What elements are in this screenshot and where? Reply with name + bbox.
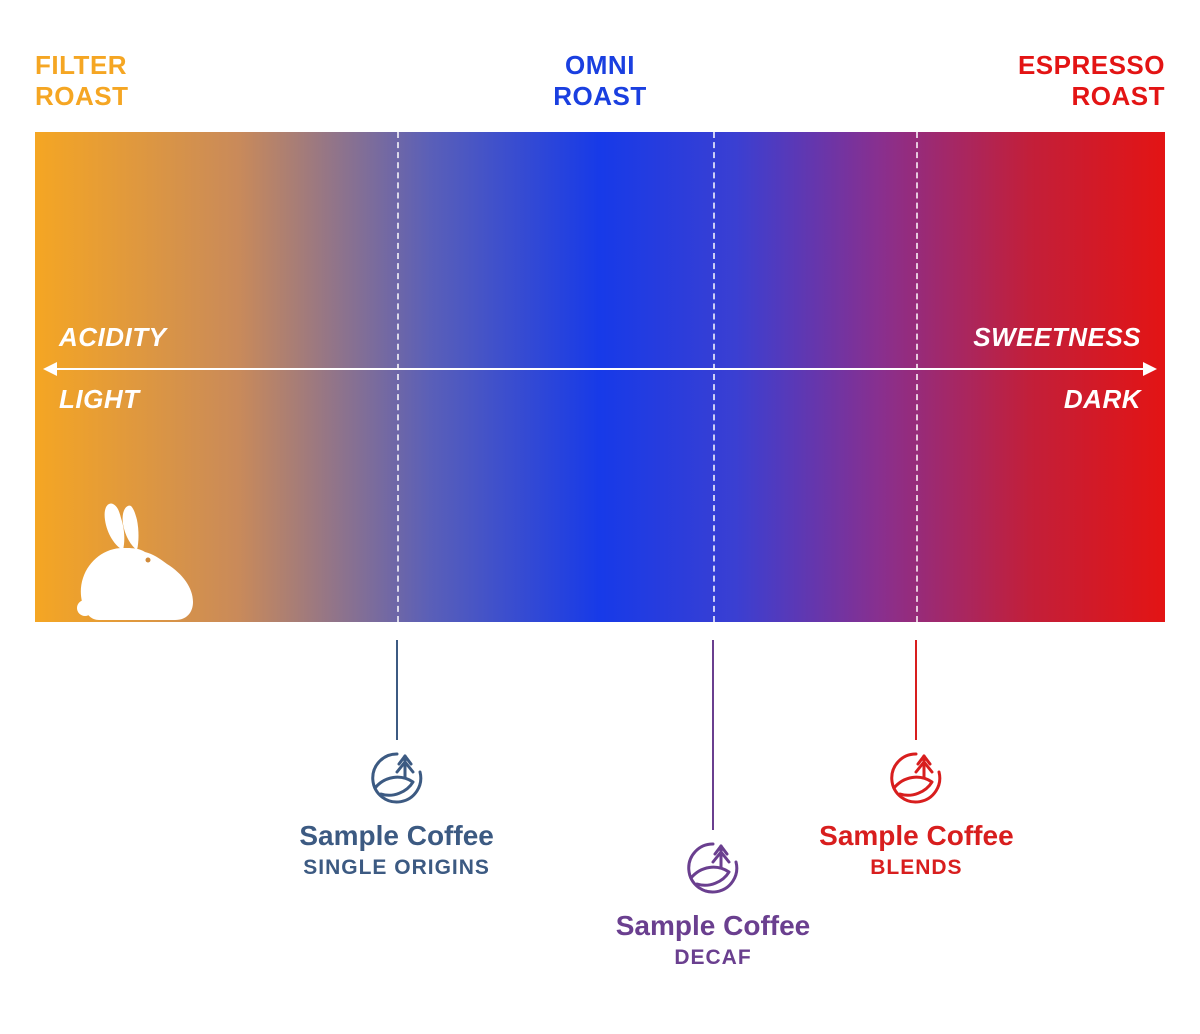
- omni-roast-line2: ROAST: [553, 81, 647, 112]
- espresso-roast-label: ESPRESSO ROAST: [1018, 50, 1165, 112]
- omni-roast-line1: OMNI: [553, 50, 647, 81]
- axis-light: LIGHT: [59, 384, 140, 415]
- callout-brand: Sample Coffee: [257, 820, 537, 852]
- axis-sweetness: SWEETNESS: [973, 322, 1141, 353]
- coffee-leaf-icon: [683, 838, 743, 898]
- dash-line: [916, 132, 918, 622]
- filter-roast-line1: FILTER: [35, 50, 129, 81]
- callout-single-origins: Sample Coffee SINGLE ORIGINS: [257, 640, 537, 880]
- filter-roast-label: FILTER ROAST: [35, 50, 129, 112]
- axis-row-top: ACIDITY SWEETNESS: [59, 322, 1141, 353]
- callout-type: SINGLE ORIGINS: [257, 856, 537, 880]
- coffee-leaf-icon: [886, 748, 946, 808]
- axis-row-bottom: LIGHT DARK: [59, 384, 1141, 415]
- dash-line: [713, 132, 715, 622]
- dash-line: [397, 132, 399, 622]
- axis-arrow: [45, 368, 1155, 370]
- callouts-region: Sample CoffeeSINGLE ORIGINSSample Coffee…: [35, 640, 1165, 1020]
- callout-blends: Sample Coffee BLENDS: [776, 640, 1056, 880]
- rabbit-icon: [75, 502, 205, 622]
- omni-roast-label: OMNI ROAST: [553, 50, 647, 112]
- callout-type: DECAF: [573, 946, 853, 970]
- axis-labels-bottom: LIGHT DARK: [59, 384, 1141, 415]
- espresso-roast-line2: ROAST: [1018, 81, 1165, 112]
- axis-dark: DARK: [1064, 384, 1141, 415]
- axis-acidity: ACIDITY: [59, 322, 167, 353]
- axis-labels: ACIDITY SWEETNESS: [59, 322, 1141, 353]
- header-labels: FILTER ROAST OMNI ROAST ESPRESSO ROAST: [35, 50, 1165, 112]
- callout-content: Sample Coffee SINGLE ORIGINS: [257, 640, 537, 880]
- coffee-leaf-icon: [367, 748, 427, 808]
- callout-brand: Sample Coffee: [776, 820, 1056, 852]
- spectrum-bar: ACIDITY SWEETNESS LIGHT DARK: [35, 132, 1165, 622]
- espresso-roast-line1: ESPRESSO: [1018, 50, 1165, 81]
- filter-roast-line2: ROAST: [35, 81, 129, 112]
- callout-brand: Sample Coffee: [573, 910, 853, 942]
- callout-content: Sample Coffee BLENDS: [776, 640, 1056, 880]
- callout-type: BLENDS: [776, 856, 1056, 880]
- roast-spectrum-diagram: FILTER ROAST OMNI ROAST ESPRESSO ROAST A…: [0, 0, 1200, 1034]
